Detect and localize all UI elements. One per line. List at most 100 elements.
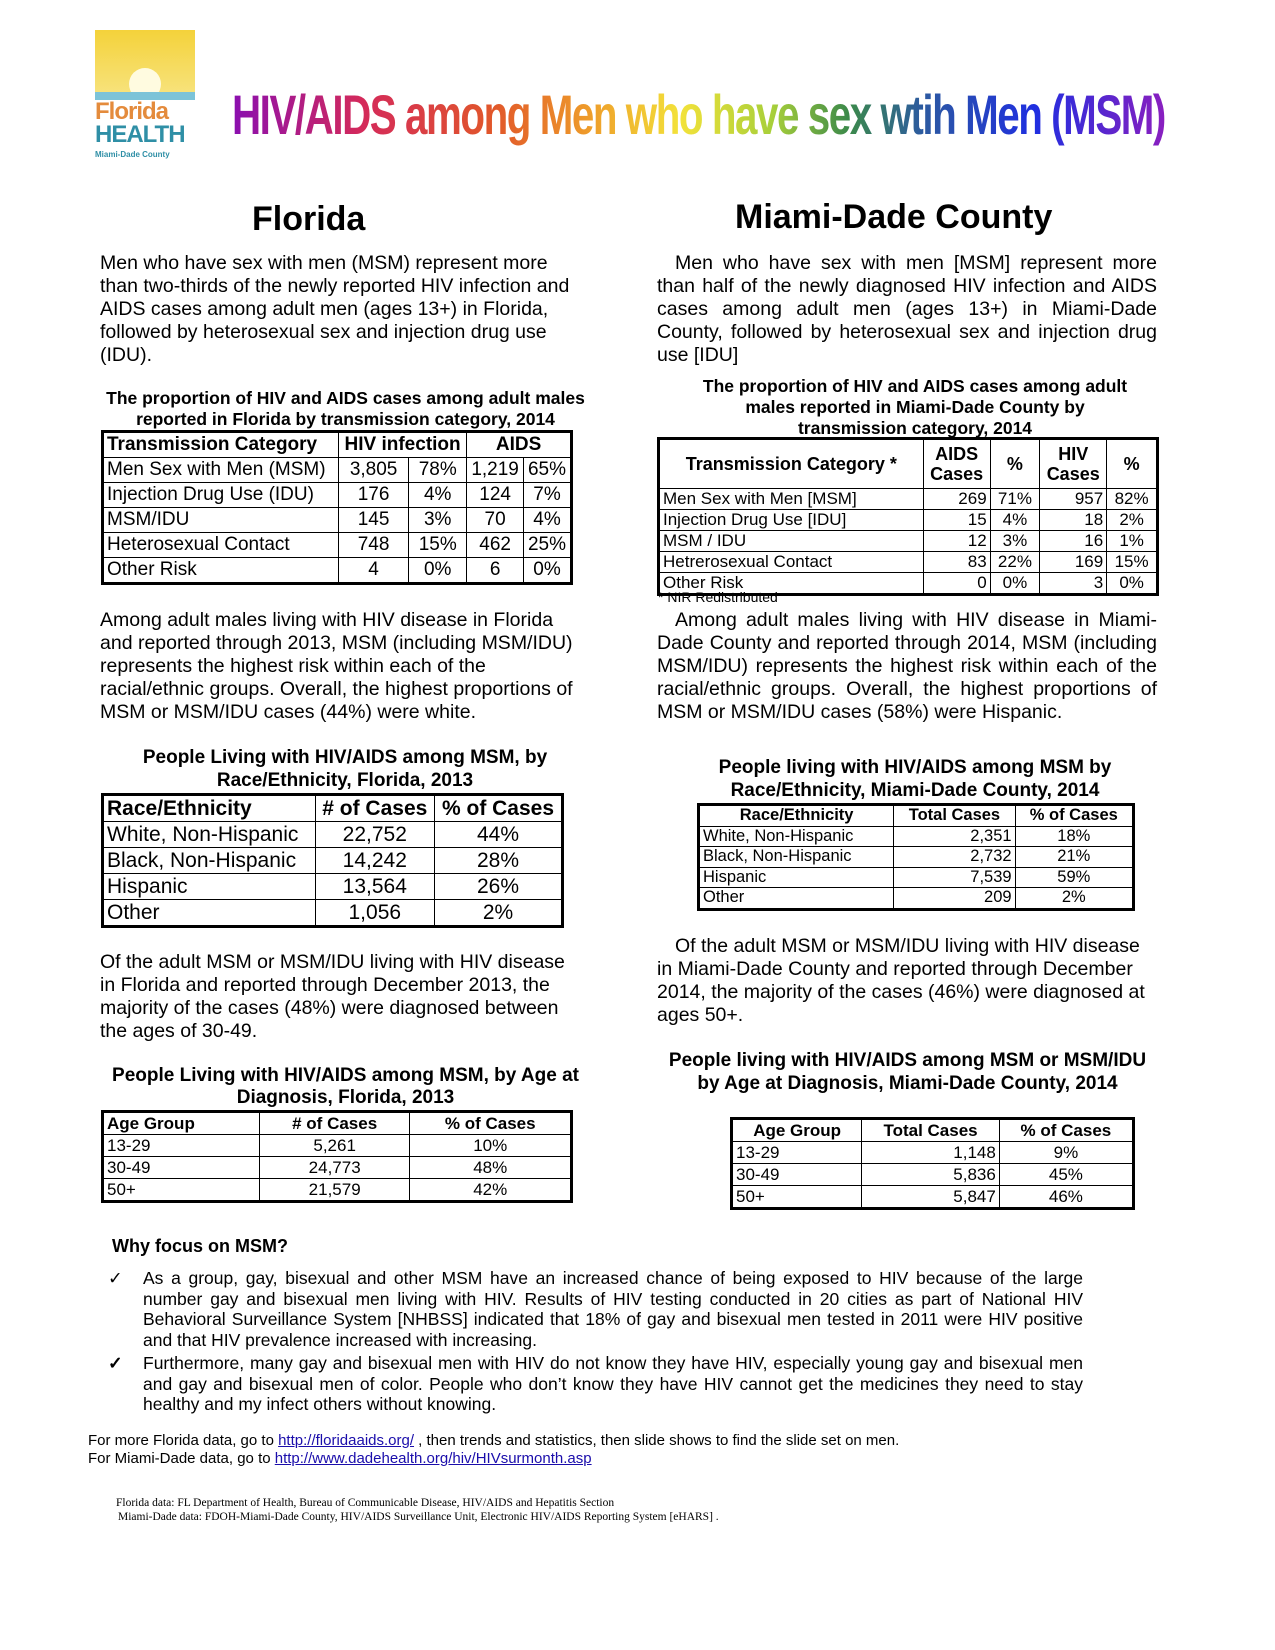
table-cell: 50+ <box>102 1178 260 1202</box>
table-cell: 462 <box>466 532 525 558</box>
table-cell: 2% <box>434 899 563 927</box>
table-row: 30-49 5,836 45% <box>730 1163 1135 1186</box>
miami-t3-caption: People living with HIV/AIDS among MSM or… <box>668 1050 1147 1094</box>
why-bullet: ✓ As a group, gay, bisexual and other MS… <box>108 1268 1083 1350</box>
table-cell: 1,219 <box>466 457 525 483</box>
table-cell: 7% <box>523 482 572 508</box>
table-cell: 13,564 <box>314 873 436 900</box>
table-row: 50+ 5,847 46% <box>730 1185 1135 1209</box>
florida-race-table: Race/Ethnicity # of Cases% of Cases White,… <box>101 793 564 928</box>
miami-data-link[interactable]: http://www.dadehealth.org/hiv/HIVsurmont… <box>274 1450 592 1467</box>
table-cell: 145 <box>337 507 410 533</box>
table-row: Hispanic 13,564 26% <box>102 873 563 900</box>
table-cell: 45% <box>998 1163 1135 1186</box>
table-cell: Black, Non-Hispanic <box>102 847 316 874</box>
miami-para2: Among adult males living with HIV diseas… <box>657 609 1157 723</box>
table-cell: 4% <box>989 509 1041 531</box>
table-cell: 83 <box>922 551 991 573</box>
header-row: Race/Ethnicity # of Cases% of Cases <box>102 794 563 822</box>
table-cell: 15 <box>922 509 991 531</box>
table-cell: 3 <box>1039 572 1108 595</box>
miami-t1-footnote: * NIR Redistributed <box>658 589 778 605</box>
table-cell: 30-49 <box>102 1156 260 1179</box>
table-cell: 1,056 <box>314 899 436 927</box>
table-cell: 176 <box>337 482 410 508</box>
column-header: Age Group <box>730 1118 863 1142</box>
florida-t3-caption: People Living with HIV/AIDS among MSM, b… <box>112 1065 579 1108</box>
table-cell: 50+ <box>730 1185 863 1209</box>
column-header: % of Cases <box>434 794 563 822</box>
florida-age-table: Age Group # of Cases% of Cases 13-29 5,261 1… <box>101 1110 573 1203</box>
table-cell: 9% <box>998 1141 1135 1164</box>
miami-race-table: Race/Ethnicity Total Cases% of Cases White… <box>697 803 1135 911</box>
table-cell: 70 <box>466 507 525 533</box>
table-cell: White, Non-Hispanic <box>697 825 895 847</box>
table-row: Hispanic 7,539 59% <box>697 866 1135 888</box>
column-header: AIDS Cases <box>922 438 991 489</box>
table-cell: 26% <box>434 873 563 900</box>
column-header: Race/Ethnicity <box>697 804 895 827</box>
miami-age-table: Age Group Total Cases% of Cases 13-29 1,148… <box>730 1117 1135 1210</box>
table-row: Black, Non-Hispanic 14,242 28% <box>102 847 563 874</box>
table-cell: Men Sex with Men [MSM] <box>658 488 924 510</box>
florida-source: Florida data: FL Department of Health, B… <box>116 1497 615 1509</box>
page-title: HIV/AIDS among Men who have sex wtih Men… <box>232 83 1166 146</box>
table-cell: 24,773 <box>258 1156 411 1179</box>
logo-line1: Florida <box>95 98 169 125</box>
column-header: AIDS <box>466 431 572 458</box>
table-cell: Heterosexual Contact <box>102 532 339 558</box>
table-row: White, Non-Hispanic 22,752 44% <box>102 821 563 848</box>
florida-t2-caption: People Living with HIV/AIDS among MSM, b… <box>142 747 548 791</box>
florida-data-link[interactable]: http://floridaaids.org/ <box>278 1432 415 1449</box>
table-cell: 71% <box>989 488 1041 510</box>
table-cell: 44% <box>434 821 563 848</box>
table-cell: Injection Drug Use [IDU] <box>658 509 924 531</box>
column-header: % <box>1106 438 1158 489</box>
table-cell: 124 <box>466 482 525 508</box>
florida-heading: Florida <box>252 200 366 238</box>
table-cell: 2,351 <box>893 825 1016 847</box>
table-cell: 21% <box>1014 846 1135 868</box>
table-cell: 7,539 <box>893 866 1016 888</box>
table-cell: 3,805 <box>337 457 410 483</box>
florida-t1-caption: The proportion of HIV and AIDS cases amo… <box>106 388 585 429</box>
column-header: Transmission Category <box>102 431 339 458</box>
column-header: % of Cases <box>1014 804 1135 827</box>
table-cell: 14,242 <box>314 847 436 874</box>
table-cell: 46% <box>998 1185 1135 1209</box>
table-cell: 209 <box>893 887 1016 910</box>
miami-link-prefix: For Miami-Dade data, go to <box>88 1450 275 1467</box>
florida-intro: Men who have sex with men (MSM) represen… <box>100 252 570 366</box>
table-row: White, Non-Hispanic 2,351 18% <box>697 825 1135 847</box>
table-cell: 748 <box>337 532 410 558</box>
table-cell: 6 <box>466 557 525 584</box>
table-cell: 2% <box>1014 887 1135 910</box>
table-cell: 82% <box>1106 488 1158 510</box>
table-cell: 13-29 <box>102 1134 260 1157</box>
table-cell: 16 <box>1039 530 1108 552</box>
table-cell: Men Sex with Men (MSM) <box>102 457 339 483</box>
table-row: Other Risk 4 0% 6 0% <box>102 557 572 584</box>
table-cell: Hetrerosexual Contact <box>658 551 924 573</box>
why-bullet: ✓ Furthermore, many gay and bisexual men… <box>108 1353 1083 1415</box>
table-row: 50+ 21,579 42% <box>102 1178 572 1202</box>
header-row: Transmission Category HIV infection AIDS <box>102 431 572 458</box>
table-cell: Injection Drug Use (IDU) <box>102 482 339 508</box>
logo-line3: Miami-Dade County <box>95 150 170 159</box>
table-cell: 4% <box>523 507 572 533</box>
miami-data-link-line: For Miami-Dade data, go to http://www.da… <box>88 1450 592 1468</box>
table-cell: 78% <box>408 457 468 483</box>
checkmark-icon: ✓ <box>108 1353 123 1373</box>
florida-para2: Among adult males living with HIV diseas… <box>100 609 573 723</box>
table-cell: 30-49 <box>730 1163 863 1186</box>
miami-t2-caption: People living with HIV/AIDS among MSM by… <box>718 757 1112 801</box>
table-cell: 3% <box>408 507 468 533</box>
column-header: HIV infection <box>337 431 468 458</box>
logo-line2: HEALTH <box>95 121 186 148</box>
table-cell: 1% <box>1106 530 1158 552</box>
table-cell: 25% <box>523 532 572 558</box>
table-row: Other 209 2% <box>697 887 1135 910</box>
header-row: Race/Ethnicity Total Cases% of Cases <box>697 804 1135 827</box>
table-cell: MSM/IDU <box>102 507 339 533</box>
table-cell: Other <box>697 887 895 910</box>
